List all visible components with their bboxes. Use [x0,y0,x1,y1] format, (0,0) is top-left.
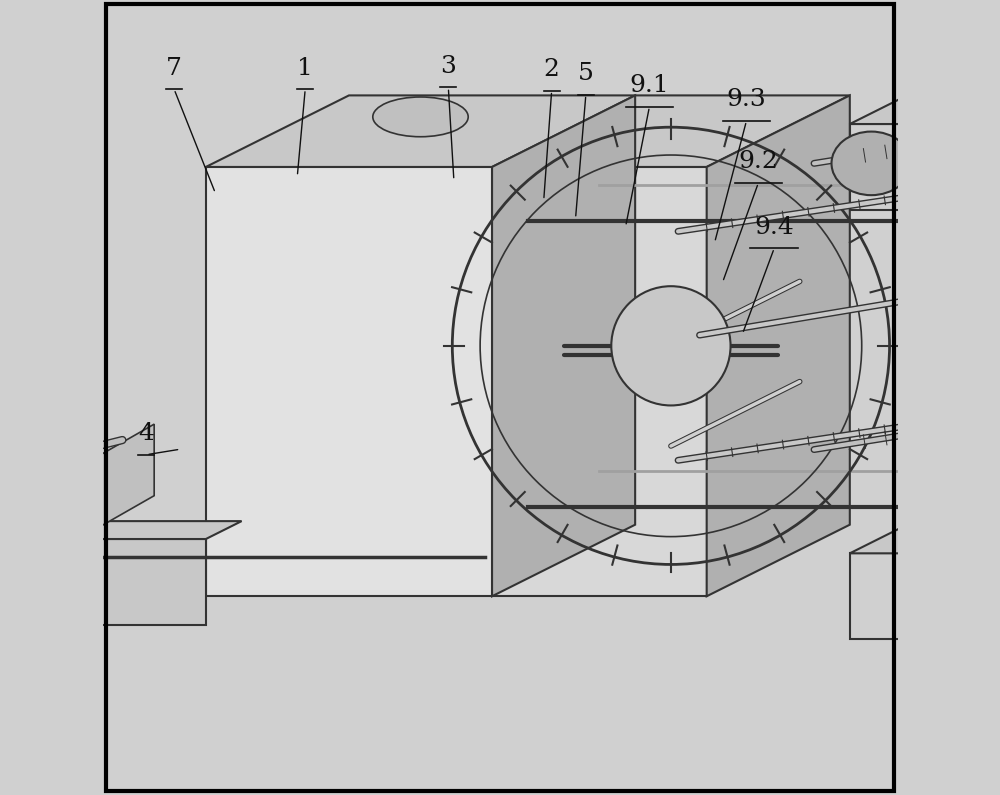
Text: 9.1: 9.1 [630,74,669,97]
Polygon shape [850,124,1000,210]
Ellipse shape [832,132,911,196]
Ellipse shape [373,97,468,137]
Polygon shape [492,95,635,596]
Text: 4: 4 [138,422,154,445]
Polygon shape [850,52,1000,124]
Text: 7: 7 [166,56,182,80]
Ellipse shape [611,286,731,405]
Text: 1: 1 [297,56,313,80]
Polygon shape [0,539,206,625]
Text: 2: 2 [544,58,560,81]
Polygon shape [850,553,1000,639]
Polygon shape [206,167,492,596]
Polygon shape [206,95,635,167]
Text: 3: 3 [440,55,456,78]
Text: 5: 5 [578,62,594,85]
Polygon shape [0,522,242,539]
Polygon shape [492,95,850,167]
Text: 9.3: 9.3 [727,88,766,111]
Polygon shape [707,95,850,596]
Polygon shape [850,482,1000,553]
Text: 9.2: 9.2 [738,150,778,173]
Polygon shape [492,167,707,596]
Polygon shape [99,425,154,528]
Text: 9.4: 9.4 [754,215,794,238]
